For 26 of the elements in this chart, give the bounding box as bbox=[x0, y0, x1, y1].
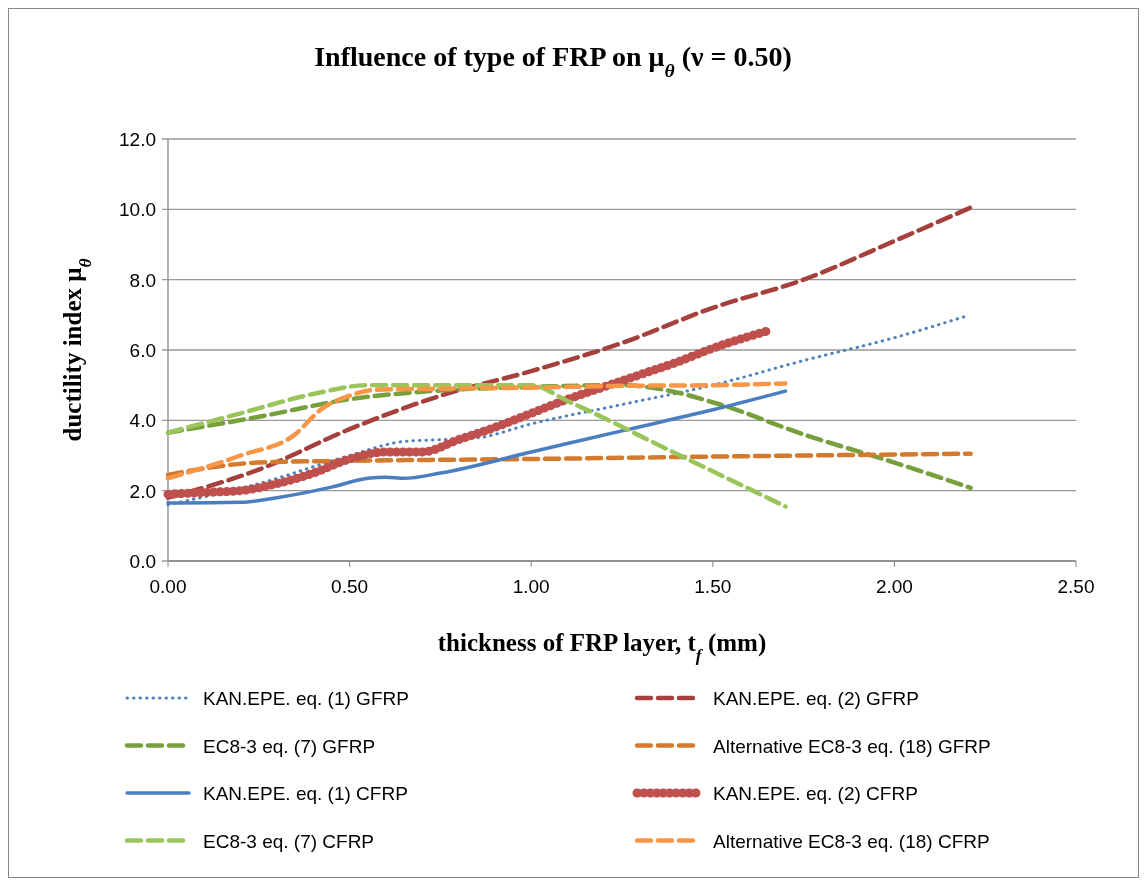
y-tick-label: 12.0 bbox=[119, 129, 156, 150]
legend-label: KAN.EPE. eq. (1) GFRP bbox=[203, 688, 409, 709]
legend-label: Alternative EC8-3 eq. (18) GFRP bbox=[713, 735, 991, 757]
x-tick-label: 0.50 bbox=[331, 576, 369, 597]
legend-label: KAN.EPE. eq. (2) CFRP bbox=[713, 783, 918, 804]
y-tick-label: 0.0 bbox=[129, 551, 156, 572]
y-tick-label: 10.0 bbox=[119, 199, 156, 221]
x-tick-label: 1.00 bbox=[512, 576, 550, 597]
y-tick-label: 4.0 bbox=[129, 410, 156, 432]
legend-label: KAN.EPE. eq. (2) GFRP bbox=[713, 688, 919, 709]
legend-label: EC8-3 eq. (7) CFRP bbox=[203, 830, 375, 852]
y-tick-label: 2.0 bbox=[129, 480, 156, 502]
y-tick-label: 8.0 bbox=[129, 269, 156, 291]
legend-label: EC8-3 eq. (7) GFRP bbox=[203, 735, 376, 757]
legend-label: Alternative EC8-3 eq. (18) CFRP bbox=[713, 830, 990, 852]
x-tick-label: 0.00 bbox=[149, 576, 187, 597]
line-series bbox=[165, 381, 788, 481]
legend-label: KAN.EPE. eq. (1) CFRP bbox=[203, 783, 408, 804]
x-tick-label: 2.50 bbox=[1057, 576, 1095, 597]
x-tick-label: 1.50 bbox=[694, 576, 732, 597]
x-axis-title: thickness of FRP layer, t$_{f}$ (mm) bbox=[437, 629, 767, 665]
line-series bbox=[165, 205, 973, 500]
chart-title: Influence of type of FRP on μ$_{θ}$ (ν = 0.50) bbox=[314, 41, 792, 81]
y-tick-label: 6.0 bbox=[129, 340, 156, 361]
x-tick-label: 2.00 bbox=[875, 576, 913, 597]
line-series bbox=[165, 451, 973, 478]
